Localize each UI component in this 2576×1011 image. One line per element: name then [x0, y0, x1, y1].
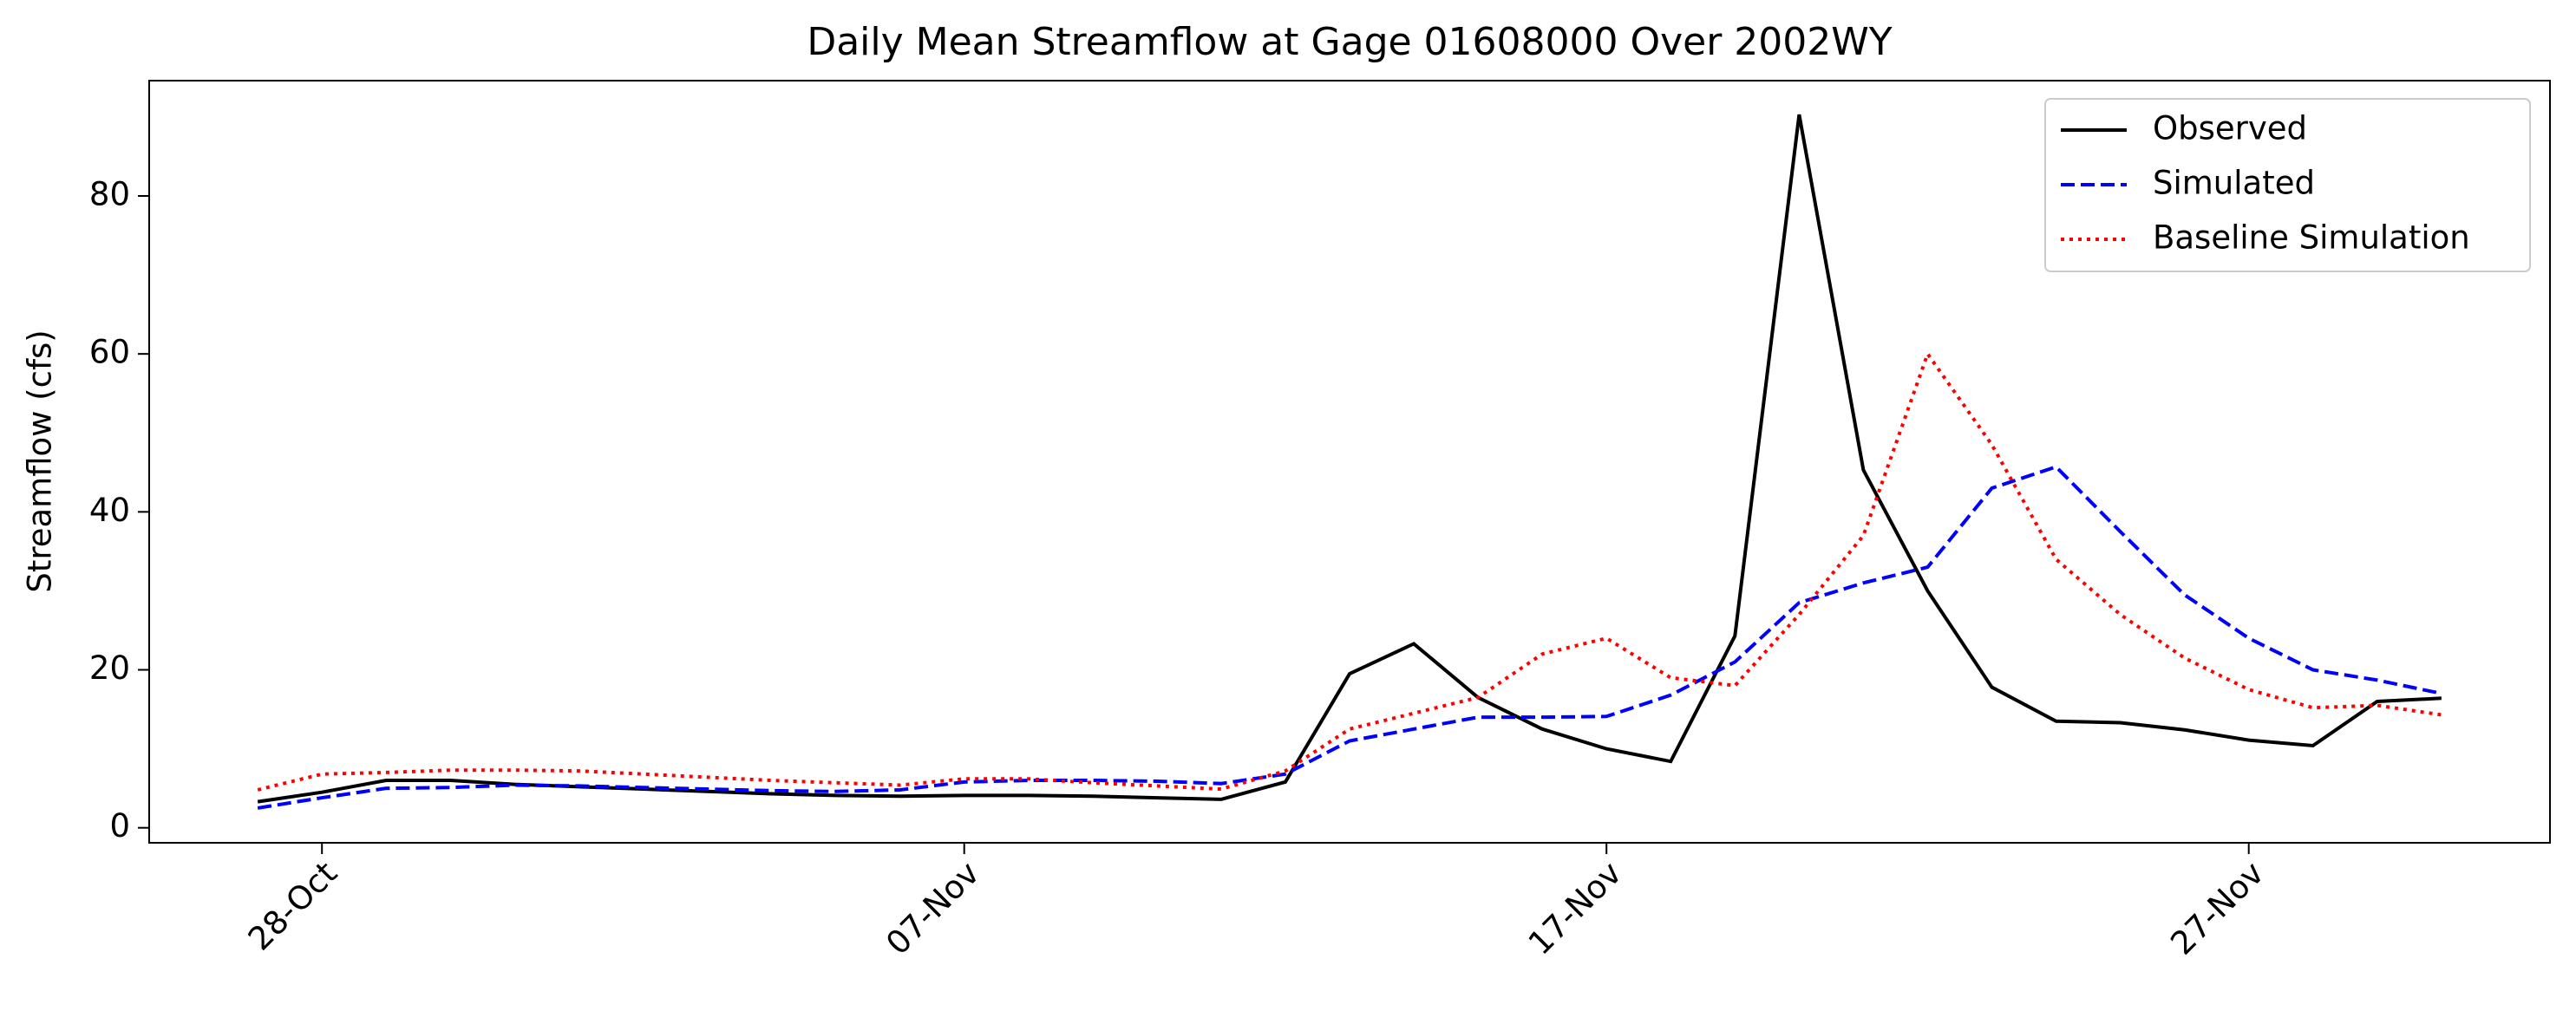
plot-frame	[148, 80, 2551, 844]
y-tick-label: 0	[109, 807, 130, 845]
data-line	[257, 465, 2442, 810]
legend-label: Baseline Simulation	[2153, 219, 2470, 257]
legend-label: Simulated	[2153, 165, 2315, 202]
y-tick-label: 40	[89, 492, 130, 529]
legend-label: Observed	[2153, 110, 2307, 147]
legend-box	[2044, 98, 2531, 272]
y-tick-label: 20	[89, 649, 130, 687]
data-line	[257, 349, 2442, 792]
y-tick-label: 80	[89, 175, 130, 212]
legend: Observed Simulated Baseline Simulation	[2044, 98, 2531, 272]
y-axis-label: Streamflow (cfs)	[22, 329, 59, 592]
y-tick-label: 60	[89, 334, 130, 371]
chart-title: Daily Mean Streamflow at Gage 01608000 O…	[807, 20, 1892, 64]
